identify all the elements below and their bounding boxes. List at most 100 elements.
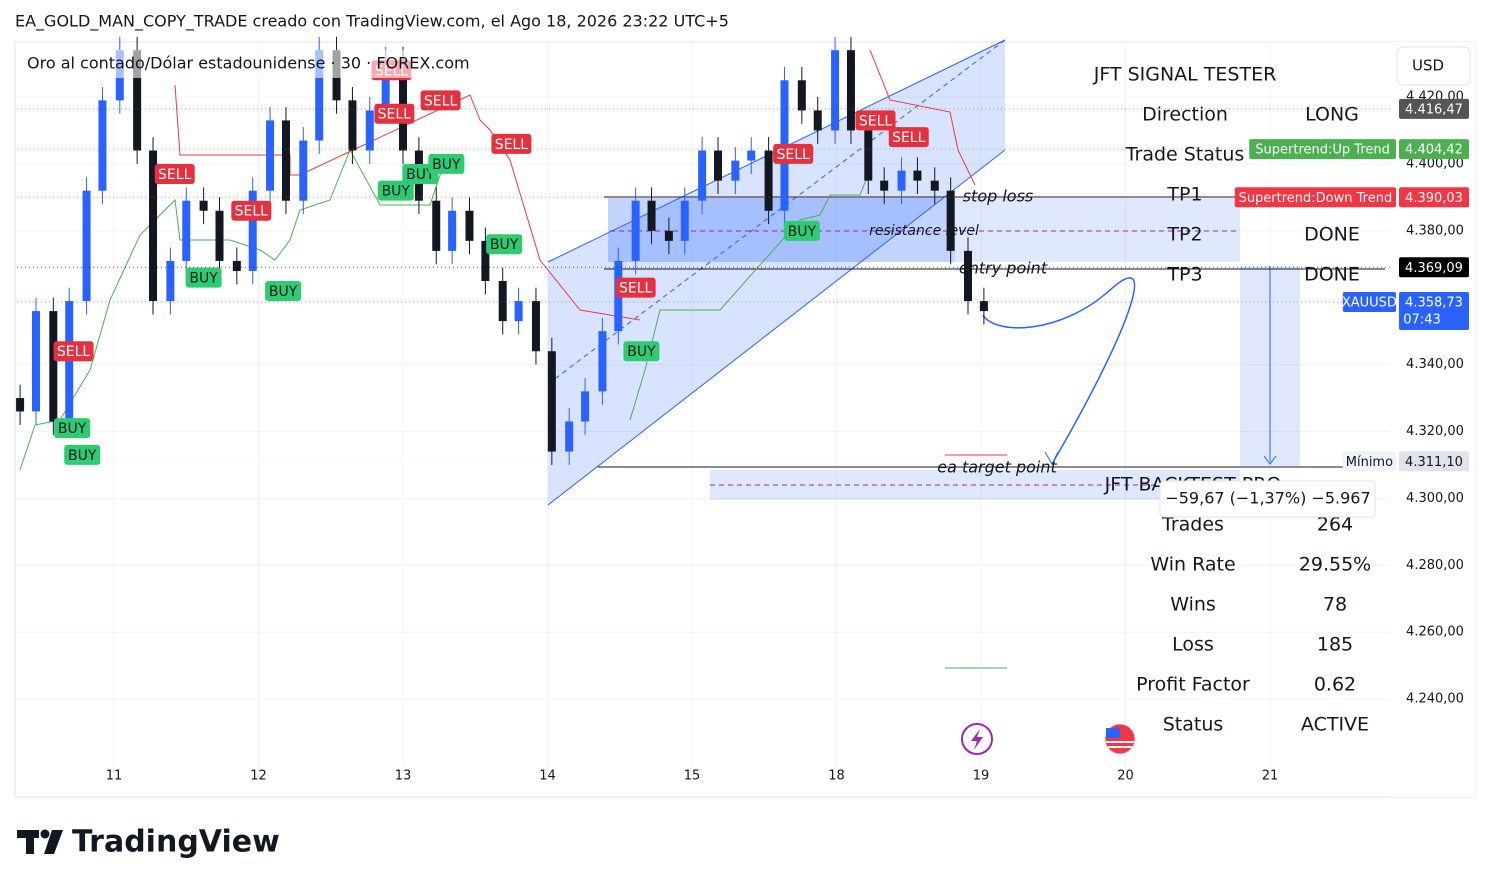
panel-key: Trade Status: [1125, 144, 1245, 166]
candle-body: [248, 190, 257, 271]
candle-body: [731, 160, 740, 181]
range-arrow-head: [1263, 455, 1277, 465]
signal-tag: [888, 127, 929, 148]
signal-label: SELL: [378, 107, 412, 123]
panel-key: TP1: [1166, 184, 1202, 206]
signal-tag: [185, 267, 222, 288]
panel-key: Status: [1163, 714, 1224, 736]
y-tick-label: 4.320,00: [1406, 424, 1464, 439]
signal-tag: [265, 281, 302, 302]
signal-label: BUY: [58, 421, 87, 437]
forecast-curve: [982, 277, 1136, 465]
signal-tag: [377, 180, 414, 201]
candle-body: [82, 190, 91, 302]
price-tag-name-bg: [1234, 187, 1396, 208]
currency-button[interactable]: [1396, 46, 1471, 86]
candle-body: [465, 210, 474, 241]
panel-key: Win Rate: [1150, 554, 1235, 576]
signal-tag: [855, 110, 896, 131]
signal-tag: [53, 341, 94, 362]
signal-label: BUY: [68, 448, 97, 464]
y-tick-label: 4.240,00: [1406, 692, 1464, 707]
y-tick-label: 4.260,00: [1406, 625, 1464, 640]
supertrend-down: [869, 49, 976, 186]
header-title: EA_GOLD_MAN_COPY_TRADE creado con Tradin…: [15, 12, 729, 32]
price-tag-name: Mínimo: [1346, 455, 1393, 470]
price-tag-name-bg: [1342, 291, 1396, 312]
price-tag-name: Supertrend:Down Trend: [1239, 191, 1393, 206]
flag-canton: [1106, 728, 1120, 738]
x-tick-label: 18: [828, 769, 845, 784]
signal-label: BUY: [406, 167, 435, 183]
candle-body: [281, 120, 290, 201]
signal-label: SELL: [776, 147, 810, 163]
price-tag-name-bg: [1342, 451, 1396, 472]
candle-body: [846, 50, 855, 131]
candle-body: [680, 200, 689, 241]
candle-body: [747, 150, 756, 161]
panel-title: JFT SIGNAL TESTER: [1093, 64, 1277, 86]
candle-body: [930, 180, 939, 191]
signal-label: BUY: [432, 157, 461, 173]
candle-body: [348, 100, 357, 151]
price-tag-label: 4.390,03: [1405, 191, 1463, 206]
candle-body: [98, 100, 107, 191]
signal-label: SELL: [859, 113, 893, 129]
signal-label: SELL: [158, 167, 192, 183]
resistance-label: resistance level: [869, 223, 979, 239]
candle-body: [133, 50, 142, 151]
price-tag: [1399, 257, 1469, 278]
panel-value: ACTIVE: [1301, 714, 1369, 736]
signal-label: SELL: [619, 281, 653, 297]
candle-body: [514, 301, 523, 322]
panel-value: 264: [1317, 514, 1353, 536]
symbol-label: Oro al contado/Dólar estadounidense · 30…: [27, 54, 470, 73]
signal-label: SELL: [495, 137, 529, 153]
panel-value: 185: [1317, 634, 1353, 656]
candle-body: [315, 50, 324, 141]
candle-body: [166, 260, 175, 302]
signal-label: BUY: [189, 271, 218, 287]
signal-tag: [623, 341, 660, 362]
candle-body: [864, 130, 873, 181]
candle-body: [498, 280, 507, 322]
panel-key: Direction: [1142, 104, 1228, 126]
logo-mark: [40, 829, 50, 839]
price-tag-label: 4.358,73: [1405, 295, 1463, 310]
price-tag-label: 4.404,42: [1405, 143, 1463, 158]
y-tick-label: 4.300,00: [1406, 491, 1464, 506]
forecast-head: [1044, 451, 1059, 466]
panel-key: TP3: [1166, 264, 1202, 286]
candle-body: [913, 170, 922, 181]
price-axis: [1390, 42, 1475, 797]
signal-label: SELL: [892, 130, 926, 146]
panel-key: Loss: [1172, 634, 1214, 656]
axis: 4.240,00 4.260,00 4.280,00 4.300,00 4.320,00…: [106, 90, 1464, 784]
candle-body: [581, 391, 590, 422]
candle-body: [897, 170, 906, 191]
flag-stripes: [1106, 741, 1134, 748]
candle-body: [979, 301, 988, 312]
signal-tag: [54, 418, 91, 439]
candle-body: [65, 301, 74, 422]
channel-lower: [547, 149, 1006, 506]
x-tick-label: 21: [1262, 769, 1279, 784]
candle-body: [831, 50, 840, 131]
price-tag-label: 4.369,09: [1405, 261, 1463, 276]
price-tag: [1399, 98, 1469, 119]
signal-panel: JFT SIGNAL TESTER Direction LONG Trade Sta…: [1093, 64, 1360, 286]
candle-body: [813, 110, 822, 131]
candle-body: [664, 230, 673, 241]
price-tag-name: XAUUSD: [1342, 295, 1397, 310]
candle-body: [547, 351, 556, 452]
signal-tag: [64, 444, 101, 465]
candle-body: [381, 60, 390, 111]
price-tag: [1399, 187, 1469, 208]
target-label: ea target point: [937, 458, 1057, 477]
panel-key: TP2: [1166, 224, 1202, 246]
candle-body: [215, 210, 224, 261]
panel-value: DONE: [1304, 264, 1360, 286]
candle-body: [49, 311, 58, 422]
panel-value: LONG: [1305, 104, 1359, 126]
zone: [608, 198, 1240, 262]
